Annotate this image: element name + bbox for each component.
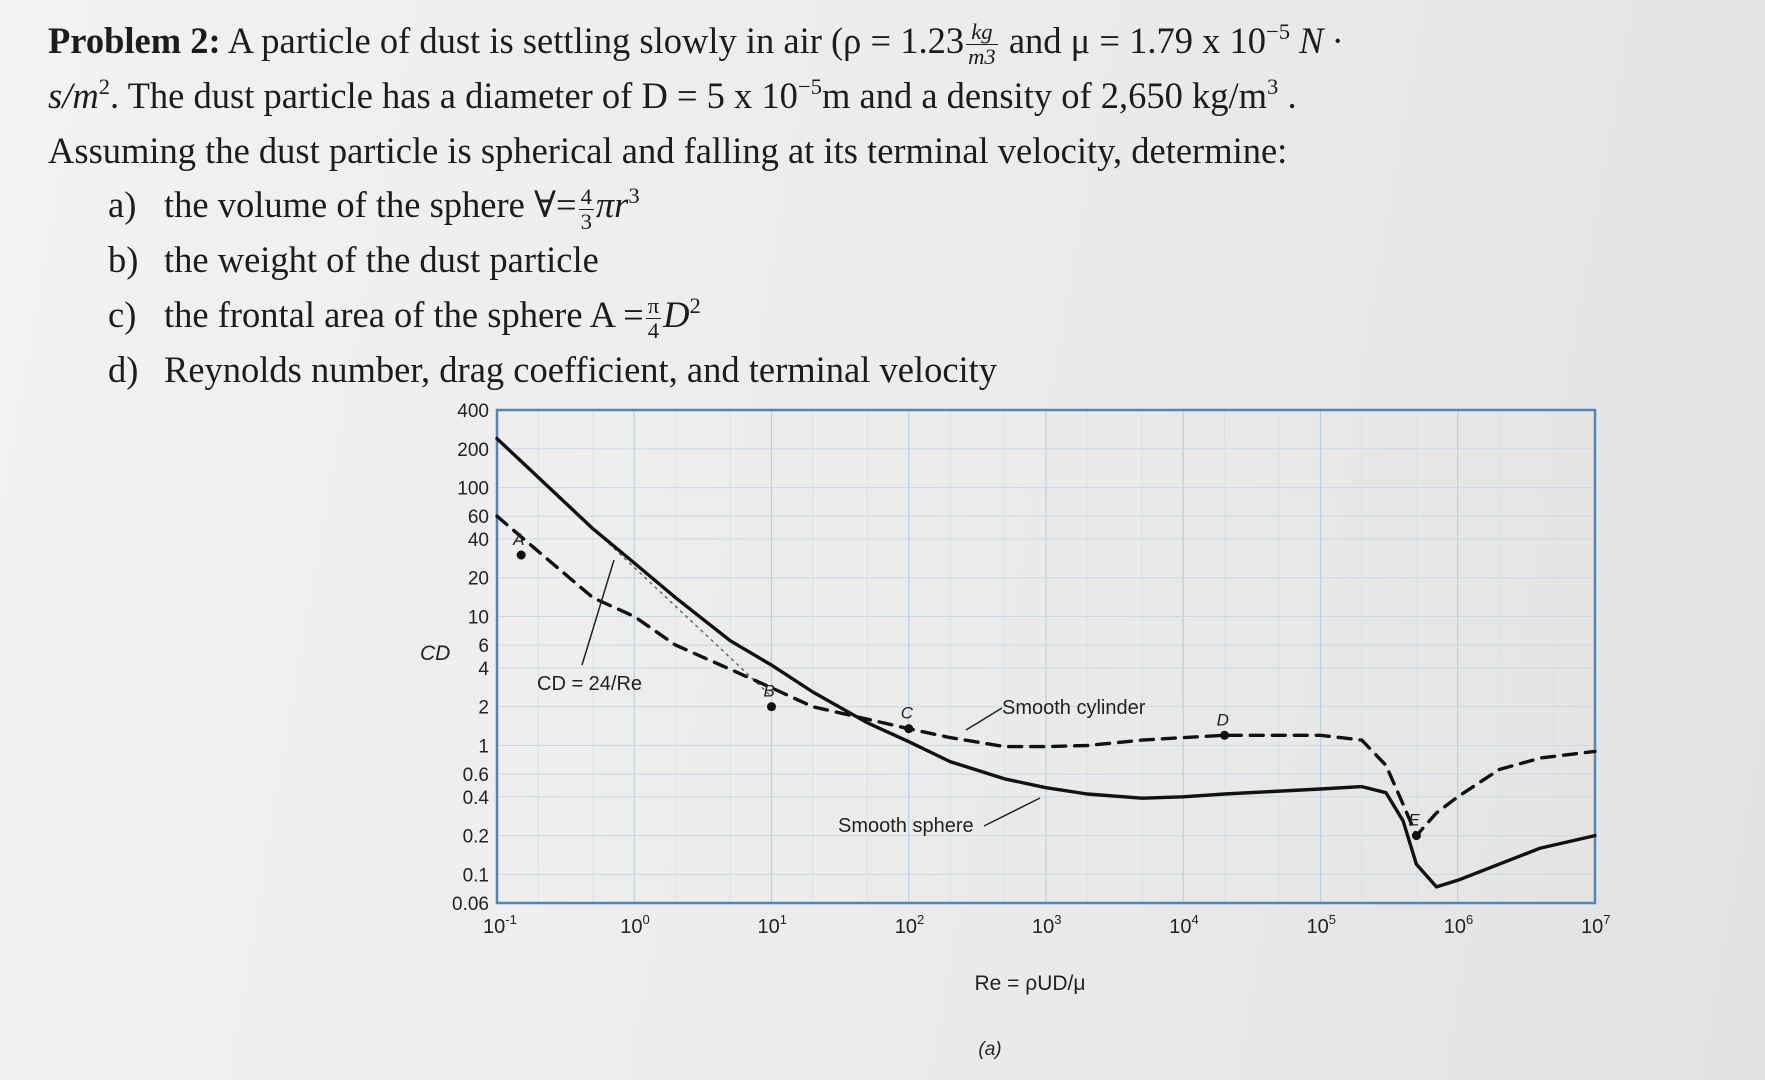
question-item: d) Reynolds number, drag coefficient, and…	[108, 348, 998, 390]
y-tick-label: 200	[457, 440, 489, 461]
problem-text-1b: and μ = 1.79 x 10	[1008, 20, 1266, 61]
point-marker	[1220, 730, 1230, 740]
mu-unit-cont: s/m	[48, 74, 99, 116]
smooth-sphere-label: Smooth sphere	[838, 815, 974, 837]
cd-24-re-line	[496, 437, 773, 698]
problem-text-2c: m and a density of 2,650 kg/m	[821, 74, 1268, 116]
problem-text-2: . The dust particle has a diameter of D …	[110, 74, 798, 116]
problem-text-1: A particle of dust is settling slowly in…	[227, 20, 965, 61]
point-label: C	[901, 704, 914, 723]
x-tick-label: 103	[1032, 912, 1061, 938]
x-tick-label: 105	[1307, 912, 1336, 938]
problem-statement: Problem 2: A particle of dust is settlin…	[48, 14, 1708, 398]
point-label: A	[512, 530, 524, 549]
rho-unit-fraction: kg m3	[966, 19, 998, 70]
x-tick-label: 100	[620, 912, 649, 938]
smooth-cylinder-label: Smooth cylinder	[1002, 697, 1146, 719]
y-tick-label: 60	[468, 507, 489, 528]
point-marker	[516, 550, 526, 560]
y-tick-label: 6	[478, 636, 489, 657]
x-tick-label: 107	[1581, 912, 1610, 938]
cd24-annotation: CD = 24/Re	[537, 673, 642, 695]
figure-caption: (a)	[978, 1039, 1001, 1060]
x-tick-label: 104	[1169, 912, 1198, 938]
y-tick-label: 0.06	[452, 894, 489, 915]
diameter-exponent: −5	[797, 73, 822, 99]
problem-line-1: Problem 2: A particle of dust is settlin…	[48, 14, 1708, 69]
cylinder-leader-line	[965, 707, 1003, 731]
y-tick-label: 0.2	[463, 827, 489, 848]
smooth-cylinder-curve	[495, 514, 1597, 838]
chart-series	[495, 436, 1597, 889]
chart-grid	[496, 409, 1596, 904]
point-label: D	[1217, 710, 1229, 729]
cd24-leader-line	[581, 559, 615, 666]
x-axis-label: Re = ρUD/μ	[975, 972, 1086, 995]
question-item: b) the weight of the dust particle	[108, 239, 599, 281]
y-tick-label: 0.1	[463, 865, 489, 886]
y-tick-label: 0.4	[463, 788, 490, 809]
y-tick-label: 20	[468, 569, 489, 590]
point-label: B	[764, 682, 775, 701]
point-marker	[767, 702, 776, 712]
question-list: a) the volume of the sphere ∀= 4 3 πr3 b) the…	[48, 178, 1708, 397]
y-tick-label: 0.6	[463, 765, 489, 786]
point-label: E	[1408, 811, 1420, 830]
problem-lead: Problem 2:	[48, 20, 221, 61]
y-tick-label: 40	[468, 530, 489, 551]
smooth-sphere-curve	[495, 436, 1597, 889]
mu-unit: N ·	[1299, 20, 1342, 61]
x-tick-labels: 10-1 100 101 102 103 104 105 106 107	[483, 912, 1610, 938]
sphere-leader-line	[983, 797, 1041, 827]
mu-exponent: −5	[1265, 18, 1291, 44]
plot-frame	[495, 408, 1597, 905]
x-tick-label: 101	[758, 912, 787, 938]
point-marker	[1411, 831, 1421, 841]
y-tick-label: 400	[457, 401, 489, 422]
y-axis-label: CD	[420, 642, 450, 665]
problem-line-3: Assuming the dust particle is spherical …	[48, 129, 1288, 171]
question-item: c) the frontal area of the sphere A = π 4 D2	[108, 292, 701, 344]
y-tick-label: 2	[478, 698, 489, 719]
y-tick-label: 4	[478, 659, 489, 680]
problem-line-2: s/m2. The dust particle has a diameter o…	[48, 73, 1297, 116]
x-tick-label: 102	[895, 912, 924, 938]
question-item: a) the volume of the sphere ∀= 4 3 πr3	[108, 183, 640, 234]
point-marker	[904, 724, 914, 734]
y-tick-label: 10	[468, 608, 489, 629]
x-tick-label: 10-1	[483, 912, 517, 938]
x-tick-label: 106	[1444, 912, 1473, 938]
y-tick-label: 1	[478, 736, 489, 757]
y-tick-label: 100	[457, 479, 489, 500]
